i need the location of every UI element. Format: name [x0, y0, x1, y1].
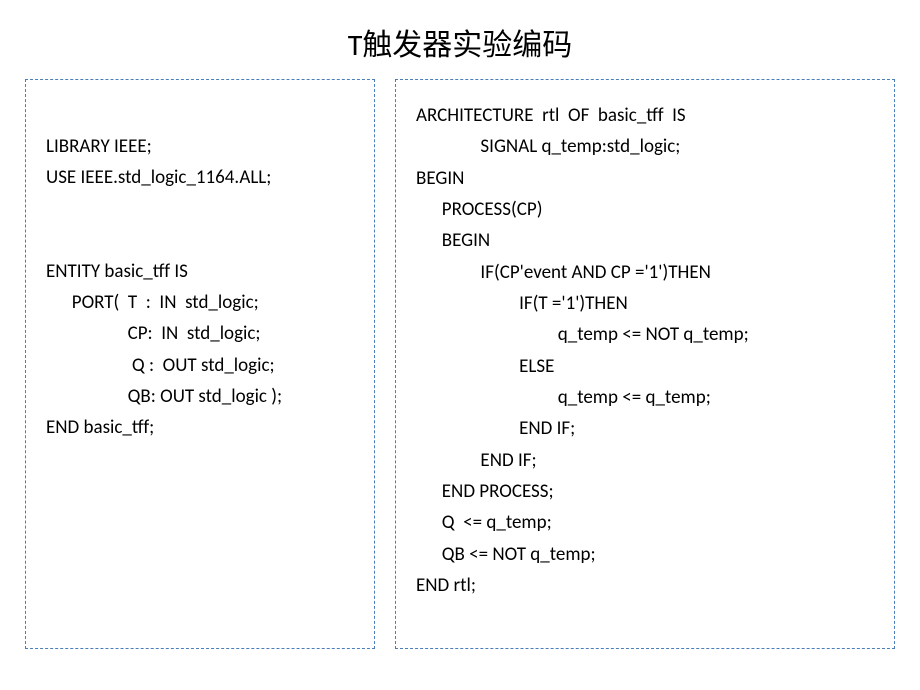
slide-title: T触发器实验编码	[0, 0, 920, 79]
code-line: PROCESS(CP)	[416, 194, 874, 225]
code-line: BEGIN	[416, 225, 874, 256]
code-line: CP: IN std_logic;	[46, 318, 354, 349]
code-line: LIBRARY IEEE;	[46, 131, 354, 162]
code-line: END basic_tff;	[46, 412, 354, 443]
code-line: ELSE	[416, 351, 874, 382]
code-line: Q <= q_temp;	[416, 507, 874, 538]
code-panels: LIBRARY IEEE; USE IEEE.std_logic_1164.AL…	[0, 79, 920, 649]
code-line: END PROCESS;	[416, 476, 874, 507]
code-line: q_temp <= NOT q_temp;	[416, 319, 874, 350]
code-line: ARCHITECTURE rtl OF basic_tff IS	[416, 100, 874, 131]
right-code-panel: ARCHITECTURE rtl OF basic_tff IS SIGNAL …	[395, 79, 895, 649]
code-line: IF(CP'event AND CP ='1')THEN	[416, 257, 874, 288]
code-line: BEGIN	[416, 163, 874, 194]
code-line: QB: OUT std_logic );	[46, 381, 354, 412]
code-line	[46, 194, 354, 225]
code-line: USE IEEE.std_logic_1164.ALL;	[46, 162, 354, 193]
code-line: IF(T ='1')THEN	[416, 288, 874, 319]
code-line: ENTITY basic_tff IS	[46, 256, 354, 287]
code-line: Q : OUT std_logic;	[46, 350, 354, 381]
left-code-panel: LIBRARY IEEE; USE IEEE.std_logic_1164.AL…	[25, 79, 375, 649]
code-line: SIGNAL q_temp:std_logic;	[416, 131, 874, 162]
code-line: END IF;	[416, 413, 874, 444]
code-line: END IF;	[416, 445, 874, 476]
code-line: QB <= NOT q_temp;	[416, 539, 874, 570]
code-line: END rtl;	[416, 570, 874, 601]
code-line	[46, 225, 354, 256]
code-line	[46, 100, 354, 131]
code-line: PORT( T : IN std_logic;	[46, 287, 354, 318]
code-line: q_temp <= q_temp;	[416, 382, 874, 413]
